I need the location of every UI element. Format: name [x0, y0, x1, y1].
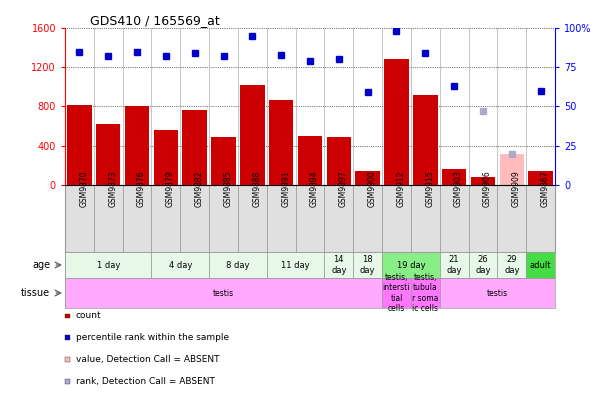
- Text: GSM9870: GSM9870: [79, 170, 88, 207]
- Bar: [65, 185, 94, 252]
- Text: GSM9876: GSM9876: [137, 170, 146, 207]
- Text: GSM9882: GSM9882: [195, 170, 204, 207]
- Text: GSM9915: GSM9915: [426, 170, 435, 207]
- Bar: [442, 169, 466, 185]
- Bar: [411, 185, 440, 252]
- Bar: [94, 185, 123, 252]
- Text: GSM9912: GSM9912: [397, 170, 406, 207]
- Bar: [471, 177, 495, 185]
- Bar: [151, 185, 180, 252]
- Text: GSM9885: GSM9885: [224, 170, 233, 207]
- Bar: [209, 252, 267, 278]
- Text: testis: testis: [213, 289, 234, 297]
- Text: 4 day: 4 day: [169, 261, 192, 270]
- Bar: [151, 252, 209, 278]
- Bar: [267, 252, 325, 278]
- Bar: [440, 278, 555, 308]
- Bar: [238, 185, 267, 252]
- Text: GDS410 / 165569_at: GDS410 / 165569_at: [90, 14, 219, 27]
- Bar: [440, 252, 469, 278]
- Bar: [67, 105, 92, 185]
- Bar: [326, 137, 351, 185]
- Text: testis,
tubula
r soma
ic cells: testis, tubula r soma ic cells: [412, 273, 439, 313]
- Bar: [498, 185, 526, 252]
- Bar: [469, 252, 498, 278]
- Text: 8 day: 8 day: [226, 261, 249, 270]
- Bar: [296, 185, 325, 252]
- Text: tissue: tissue: [21, 288, 50, 298]
- Bar: [413, 95, 438, 185]
- Text: 11 day: 11 day: [281, 261, 310, 270]
- Bar: [183, 110, 207, 185]
- Bar: [499, 180, 524, 185]
- Text: rank, Detection Call = ABSENT: rank, Detection Call = ABSENT: [76, 377, 215, 386]
- Bar: [65, 278, 382, 308]
- Bar: [382, 278, 411, 308]
- Text: GSM9906: GSM9906: [483, 170, 492, 207]
- Text: 29
day: 29 day: [504, 255, 519, 275]
- Text: GSM9879: GSM9879: [166, 170, 175, 207]
- Bar: [469, 185, 498, 252]
- Bar: [499, 154, 524, 185]
- Bar: [411, 278, 440, 308]
- Bar: [123, 185, 151, 252]
- Bar: [526, 185, 555, 252]
- Bar: [355, 171, 380, 185]
- Bar: [353, 185, 382, 252]
- Bar: [65, 252, 151, 278]
- Text: 26
day: 26 day: [475, 255, 490, 275]
- Text: count: count: [76, 312, 102, 320]
- Bar: [269, 100, 293, 185]
- Bar: [526, 252, 555, 278]
- Bar: [180, 185, 209, 252]
- Bar: [209, 185, 238, 252]
- Text: percentile rank within the sample: percentile rank within the sample: [76, 333, 229, 342]
- Bar: [384, 59, 409, 185]
- Bar: [154, 130, 178, 185]
- Bar: [440, 185, 469, 252]
- Text: GSM9897: GSM9897: [339, 170, 348, 207]
- Text: 21
day: 21 day: [447, 255, 462, 275]
- Bar: [297, 136, 322, 185]
- Bar: [382, 252, 440, 278]
- Bar: [212, 137, 236, 185]
- Text: GSM9891: GSM9891: [281, 170, 290, 207]
- Text: 18
day: 18 day: [360, 255, 376, 275]
- Text: GSM9894: GSM9894: [310, 170, 319, 207]
- Text: GSM9873: GSM9873: [108, 170, 117, 207]
- Text: 19 day: 19 day: [397, 261, 425, 270]
- Text: 14
day: 14 day: [331, 255, 347, 275]
- Text: GSM9900: GSM9900: [368, 170, 377, 207]
- Bar: [353, 252, 382, 278]
- Text: GSM9867: GSM9867: [540, 170, 549, 207]
- Text: 1 day: 1 day: [97, 261, 120, 270]
- Text: adult: adult: [530, 261, 551, 270]
- Bar: [125, 107, 149, 185]
- Text: GSM9903: GSM9903: [454, 170, 463, 207]
- Bar: [382, 185, 411, 252]
- Text: testis,
intersti
tial
cells: testis, intersti tial cells: [383, 273, 410, 313]
- Bar: [267, 185, 296, 252]
- Text: age: age: [32, 260, 50, 270]
- Bar: [528, 171, 553, 185]
- Text: value, Detection Call = ABSENT: value, Detection Call = ABSENT: [76, 355, 219, 364]
- Bar: [325, 252, 353, 278]
- Text: GSM9909: GSM9909: [512, 170, 520, 207]
- Text: testis: testis: [487, 289, 508, 297]
- Bar: [325, 185, 353, 252]
- Bar: [240, 85, 264, 185]
- Bar: [498, 252, 526, 278]
- Bar: [96, 124, 120, 185]
- Text: GSM9888: GSM9888: [252, 170, 261, 207]
